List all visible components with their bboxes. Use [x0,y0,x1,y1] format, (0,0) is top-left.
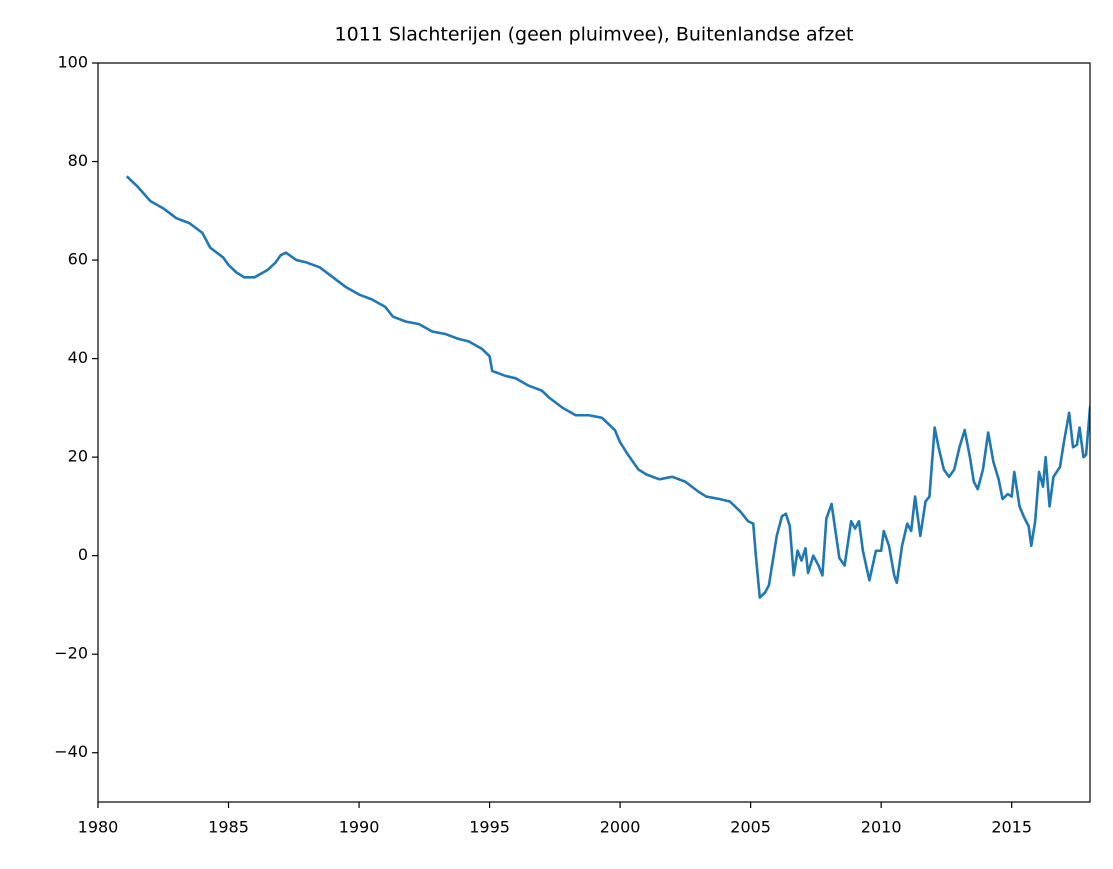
x-tick-label: 2010 [861,818,902,837]
x-tick-label: 1995 [469,818,510,837]
x-tick-label: 1985 [208,818,249,837]
y-tick-label: −40 [54,742,88,761]
chart-title: 1011 Slachterijen (geen pluimvee), Buite… [335,24,854,46]
y-tick-label: 80 [68,151,88,170]
y-tick-label: −20 [54,644,88,663]
plot-frame [97,62,1091,803]
y-tick-label: 60 [68,250,88,269]
y-tick-label: 20 [68,447,88,466]
x-tick-label: 1980 [78,818,119,837]
x-tick-label: 2015 [991,818,1032,837]
y-tick-label: 100 [57,53,88,72]
x-tick-label: 2000 [600,818,641,837]
x-tick-label: 2005 [730,818,771,837]
data-line [125,175,1090,599]
y-tick-label: 0 [78,545,88,564]
x-tick-label: 1990 [339,818,380,837]
y-tick-label: 40 [68,348,88,367]
